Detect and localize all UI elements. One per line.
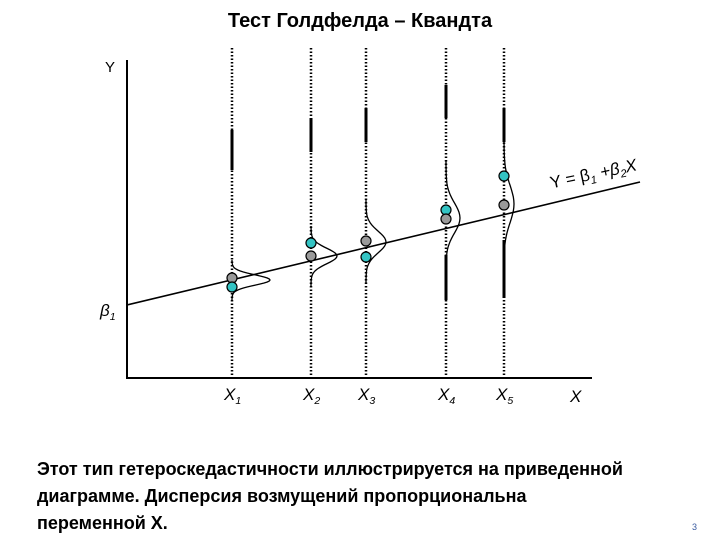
distribution-curve bbox=[503, 132, 515, 276]
x-label-sub: 4 bbox=[449, 395, 455, 407]
x-label: X5 bbox=[495, 385, 513, 407]
x-label-main: X bbox=[223, 385, 236, 404]
y-axis-label: Y bbox=[105, 59, 115, 76]
x-label: X1 bbox=[223, 385, 241, 407]
observation-point bbox=[360, 235, 372, 247]
equation: Y = β1 +β2X bbox=[548, 155, 639, 195]
x-label-main: X bbox=[495, 385, 508, 404]
captions: Этот тип гетероскедастичности иллюстриру… bbox=[37, 459, 623, 533]
observation-point bbox=[440, 213, 452, 225]
caption-line: диаграмме. Дисперсия возмущений пропорци… bbox=[37, 486, 527, 506]
distribution-curve bbox=[365, 200, 387, 284]
x-label-main: X bbox=[357, 385, 370, 404]
equation-part: 1 bbox=[590, 174, 598, 187]
slide-title: Тест Голдфелда – Квандта bbox=[228, 10, 493, 32]
observation-point bbox=[498, 199, 510, 211]
regression-line bbox=[126, 181, 641, 306]
x-label-sub: 1 bbox=[235, 395, 241, 407]
distribution-curve bbox=[231, 260, 271, 300]
equation-part: 2 bbox=[619, 168, 628, 181]
x-label: X4 bbox=[437, 385, 455, 407]
equation-part: X bbox=[622, 155, 639, 176]
x-label-sub: 3 bbox=[369, 395, 375, 407]
equation-part: +β bbox=[594, 159, 622, 183]
intercept-label-sub: 1 bbox=[110, 311, 116, 323]
caption-line: переменной X. bbox=[37, 513, 168, 533]
equation-part: Y = β bbox=[548, 165, 591, 192]
x-label-main: X bbox=[302, 385, 315, 404]
distribution-curve bbox=[445, 160, 461, 276]
observation-point bbox=[226, 281, 238, 293]
x-label-sub: 5 bbox=[507, 395, 513, 407]
x-axis-label: X bbox=[569, 387, 582, 406]
x-label-sub: 2 bbox=[313, 395, 320, 407]
x-label: X2 bbox=[302, 385, 320, 407]
observation-point bbox=[305, 237, 317, 249]
x-label-main: X bbox=[437, 385, 450, 404]
x-label: X3 bbox=[357, 385, 375, 407]
observation-point bbox=[498, 170, 510, 182]
page-number: 3 bbox=[692, 522, 697, 532]
distribution-curve bbox=[310, 226, 338, 286]
caption-line: Этот тип гетероскедастичности иллюстриру… bbox=[37, 459, 623, 479]
observation-point bbox=[360, 251, 372, 263]
intercept-label: β1 bbox=[99, 301, 116, 323]
intercept-label-main: β bbox=[99, 301, 110, 320]
observation-point bbox=[305, 250, 317, 262]
